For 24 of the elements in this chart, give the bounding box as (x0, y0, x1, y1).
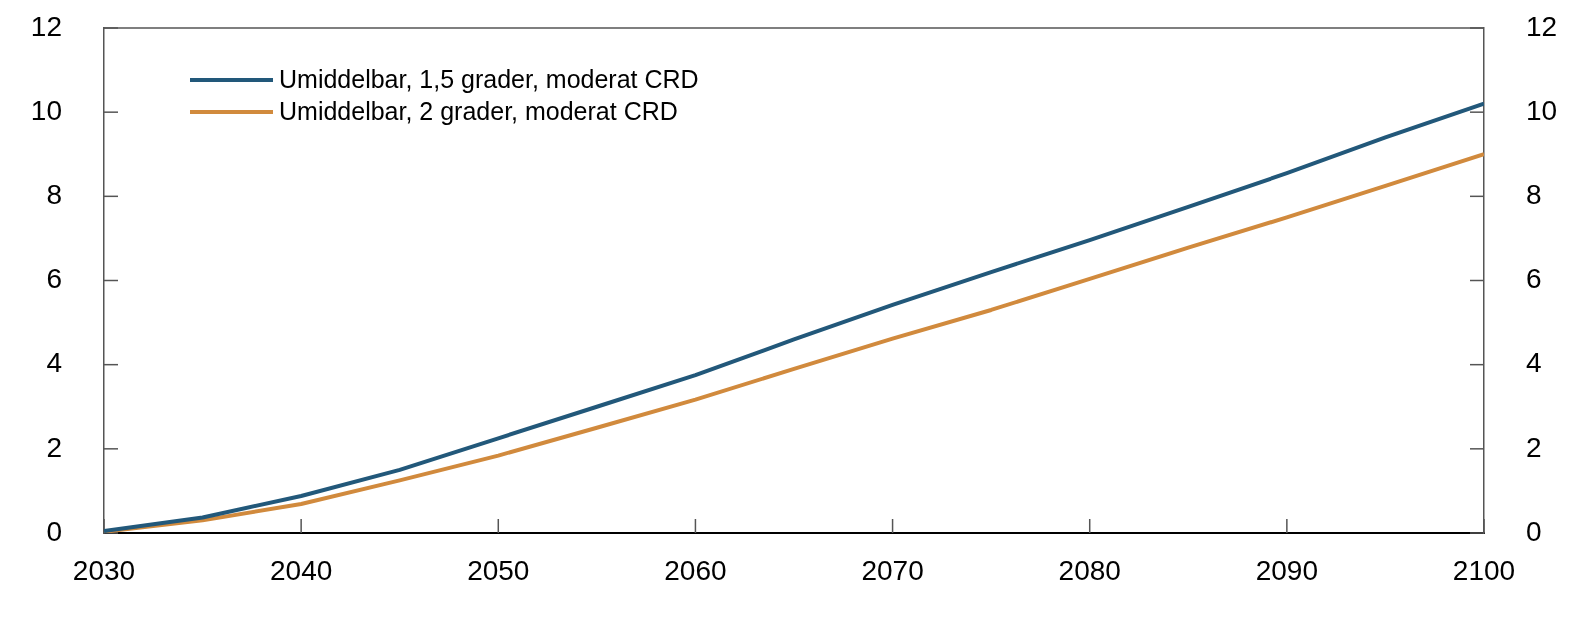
y-tick-label: 10 (30, 94, 62, 126)
x-tick-label: 2050 (467, 554, 530, 586)
y-tick-label: 8 (46, 179, 62, 211)
x-tick-label: 2030 (72, 554, 136, 586)
legend-label: Umiddelbar, 1,5 grader, moderat CRD (279, 64, 699, 93)
y-tick-label: 6 (46, 263, 62, 295)
y2-tick-label: 6 (1526, 263, 1542, 295)
y2-tick-label: 8 (1526, 179, 1542, 211)
x-tick-label: 2090 (1255, 554, 1319, 586)
y2-tick-label: 12 (1526, 10, 1558, 42)
y2-tick-label: 10 (1526, 94, 1558, 126)
y-tick-label: 4 (46, 347, 62, 379)
y-tick-label: 0 (46, 515, 62, 547)
x-tick-label: 2060 (664, 554, 727, 586)
y-tick-label: 12 (30, 10, 62, 42)
legend-label: Umiddelbar, 2 grader, moderat CRD (279, 96, 678, 125)
y2-tick-label: 0 (1526, 515, 1542, 547)
x-tick-label: 2100 (1452, 554, 1516, 586)
y2-tick-label: 4 (1526, 347, 1542, 379)
y-tick-label: 2 (46, 431, 62, 463)
x-tick-label: 2040 (269, 554, 333, 586)
y2-tick-label: 2 (1526, 431, 1542, 463)
x-tick-label: 2080 (1058, 554, 1121, 586)
x-tick-label: 2070 (861, 554, 924, 586)
